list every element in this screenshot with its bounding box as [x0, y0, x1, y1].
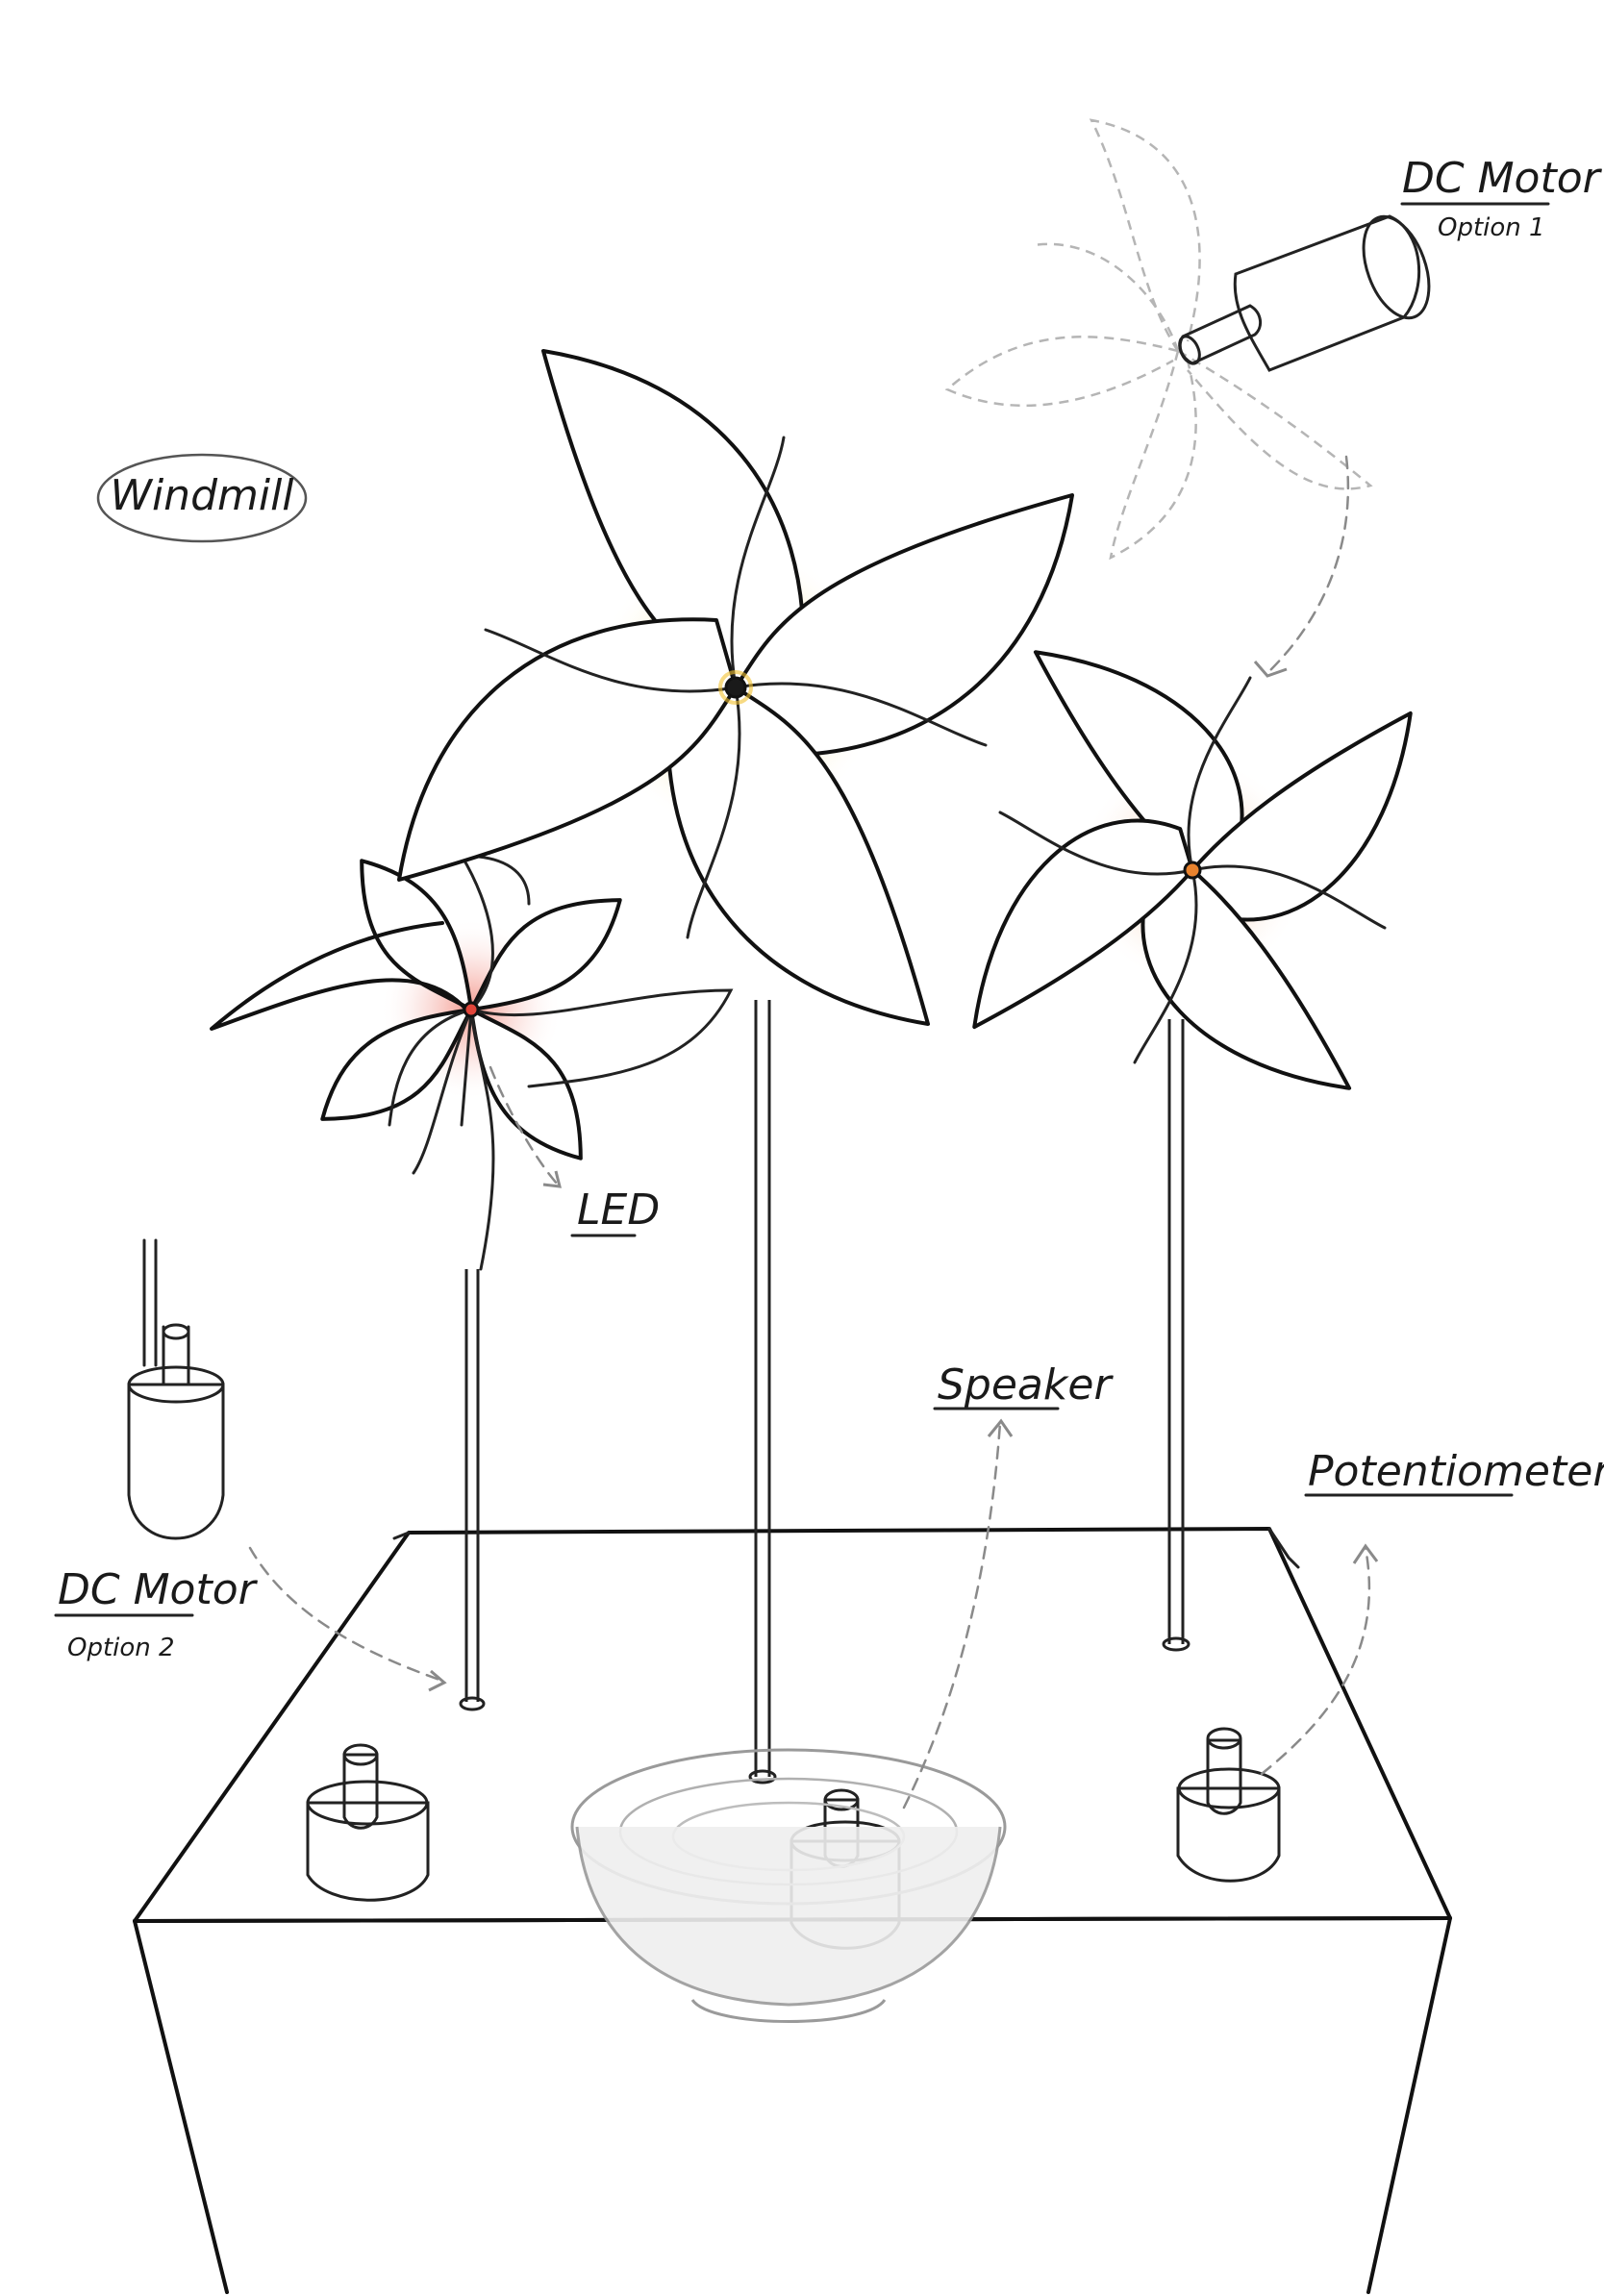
- arrow-led: [489, 1065, 560, 1186]
- speaker-label: Speaker: [938, 1360, 1114, 1410]
- center-led: [724, 676, 747, 699]
- windmill-label-group: Windmill: [96, 453, 308, 543]
- dc-motor-option1-label: DC Motor: [1402, 154, 1603, 203]
- right-pinwheel: [972, 650, 1413, 1090]
- arrow-speaker: [902, 1421, 1002, 1809]
- led-label: LED: [577, 1185, 660, 1235]
- dc-motor-option1: [1178, 214, 1431, 372]
- dc-motor-option2: [127, 1238, 225, 1540]
- potentiometer-label: Potentiometer: [1308, 1447, 1604, 1496]
- ghost-pinwheel: [944, 118, 1373, 561]
- arrows: [248, 455, 1379, 1809]
- title-label: Windmill: [110, 471, 294, 520]
- arrow-potentiometer: [1260, 1546, 1371, 1776]
- center-pinwheel: [397, 349, 1074, 1026]
- option1-label: Option 1: [1438, 213, 1545, 242]
- arrow-motor1-to-pinwheel: [1266, 455, 1350, 675]
- arrow-motor2-to-pole: [248, 1546, 444, 1683]
- dc-motor-option2-label: DC Motor: [58, 1565, 259, 1614]
- poles: [459, 1000, 1190, 1784]
- left-led: [463, 1001, 480, 1018]
- left-pinwheel: [210, 854, 734, 1271]
- base-box: [133, 1527, 1452, 2294]
- left-knob: [306, 1743, 430, 1902]
- right-led: [1183, 861, 1202, 880]
- right-knob: [1176, 1727, 1281, 1883]
- option2-label: Option 2: [67, 1634, 175, 1662]
- speaker: [570, 1748, 1007, 2023]
